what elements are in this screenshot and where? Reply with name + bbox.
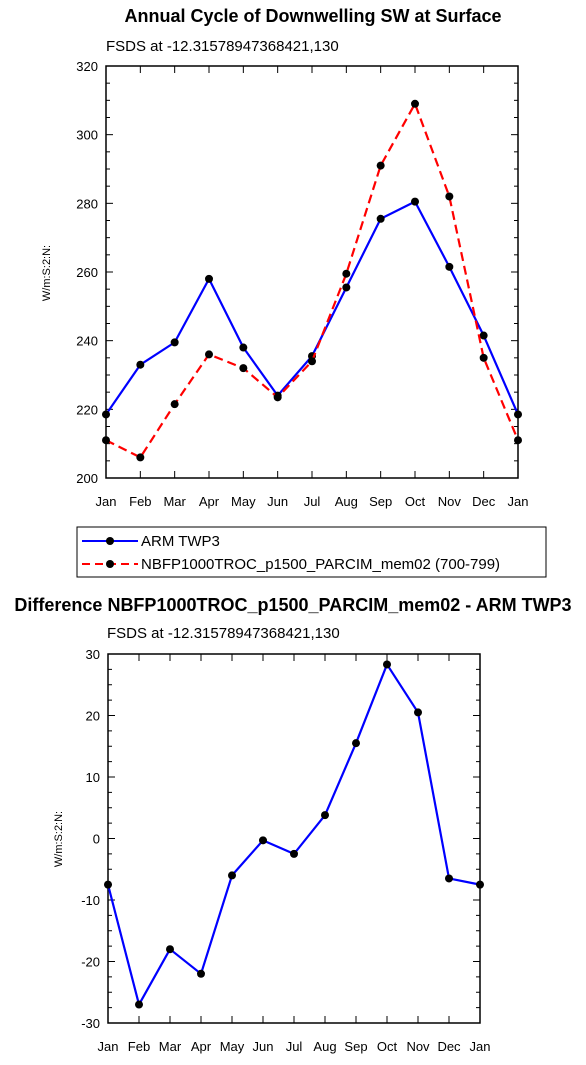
- chart1-ylabel: W/m:S:2:N:: [41, 245, 53, 301]
- chart2-plot-frame: [107, 653, 481, 1024]
- chart1-xtick-label: Dec: [472, 494, 496, 509]
- chart1-xtick-label: Mar: [163, 494, 186, 509]
- chart1-ytick-label: 320: [76, 59, 98, 74]
- chart1-xtick-label: Oct: [405, 494, 426, 509]
- chart1-series-1-point: [445, 192, 454, 201]
- chart1-series-1-point: [136, 453, 145, 462]
- chart2-ytick-label: 30: [86, 647, 100, 662]
- chart2-ytick-label: -20: [81, 955, 100, 970]
- chart1-xtick-label: Nov: [438, 494, 462, 509]
- chart2-series-0-point: [104, 880, 112, 889]
- chart2-xtick-label: Mar: [159, 1039, 182, 1054]
- chart1-series-0-point: [342, 283, 351, 292]
- chart2-series-0-point: [352, 739, 360, 748]
- chart1-series-1-point: [308, 357, 316, 366]
- chart1-series-1-point: [170, 400, 179, 409]
- chart2-series-0-point: [135, 1000, 143, 1009]
- chart1-xtick-label: Jan: [96, 494, 117, 509]
- chart2-xtick-label: Jul: [286, 1039, 303, 1054]
- chart2-series-0-point: [476, 880, 484, 889]
- chart2-ytick-label: -10: [81, 893, 100, 908]
- chart1-series-1-point: [411, 99, 419, 108]
- chart2-series-0-point: [228, 871, 236, 880]
- chart2-series-0-point: [321, 811, 329, 820]
- chart1-ytick-label: 200: [76, 471, 98, 486]
- chart-annual-cycle: Annual Cycle of Downwelling SW at Surfac…: [41, 6, 547, 578]
- chart-difference: Difference NBFP1000TROC_p1500_PARCIM_mem…: [14, 595, 571, 1054]
- chart1-ytick-label: 300: [76, 128, 98, 143]
- legend-box: [76, 526, 547, 578]
- chart2-title: Difference NBFP1000TROC_p1500_PARCIM_mem…: [14, 595, 571, 615]
- chart2-xtick-label: Jan: [98, 1039, 119, 1054]
- chart1-series-0-point: [170, 338, 179, 347]
- chart1-series-0-point: [411, 197, 419, 206]
- chart1-series-1-point: [479, 353, 488, 362]
- chart2-series-0-point: [414, 708, 422, 717]
- chart2-xtick-label: Apr: [191, 1039, 212, 1054]
- chart2-axes: -30 -20 -10 0 10 20 30 Jan Feb Mar Apr May Jun Jul Aug…: [81, 647, 490, 1054]
- chart1-series-1-point: [342, 269, 351, 278]
- chart2-series: [104, 660, 484, 1009]
- chart1-series-0-point: [102, 410, 110, 419]
- chart1-xtick-label: Aug: [335, 494, 358, 509]
- chart1-series-0-point: [136, 360, 145, 369]
- chart2-series-0-point: [445, 874, 453, 883]
- chart2-ylabel: W/m:S:2:N:: [53, 811, 65, 867]
- chart1-xtick-label: Feb: [129, 494, 151, 509]
- chart1-series-0-point: [445, 262, 454, 271]
- chart2-xtick-label: Jun: [253, 1039, 274, 1054]
- chart1-ytick-label: 220: [76, 402, 98, 417]
- chart2-xtick-label: Nov: [406, 1039, 430, 1054]
- chart2-ytick-label: 0: [93, 832, 100, 847]
- chart2-xtick-label: Aug: [313, 1039, 336, 1054]
- chart2-ytick-label: 10: [86, 770, 100, 785]
- chart1-series-1-point: [239, 364, 248, 373]
- chart1-series-1-point: [273, 393, 282, 402]
- chart1-series-1-point: [102, 436, 110, 445]
- chart1-ytick-label: 240: [76, 334, 98, 349]
- chart1-xtick-label: Apr: [199, 494, 220, 509]
- chart2-xtick-label: Jan: [470, 1039, 491, 1054]
- legend-marker-arm: [106, 537, 114, 545]
- legend-marker-model: [106, 560, 114, 568]
- chart2-series-0-point: [197, 969, 205, 978]
- chart1-ytick-label: 280: [76, 196, 98, 211]
- chart2-series-0-point: [259, 836, 267, 845]
- chart1-xtick-label: Sep: [369, 494, 392, 509]
- chart1-series-0-point: [239, 343, 248, 352]
- chart1-axes: 200 220 240 260 280 300 320 Jan Feb Mar Apr May Jun J…: [76, 59, 528, 509]
- chart1-legend: ARM TWP3 NBFP1000TROC_p1500_PARCIM_mem02…: [76, 526, 547, 578]
- chart2-ytick-label: 20: [86, 709, 100, 724]
- chart2-xtick-label: Feb: [128, 1039, 150, 1054]
- chart1-xtick-label: Jan: [508, 494, 529, 509]
- chart2-series-0-point: [166, 945, 174, 954]
- chart1-ytick-label: 260: [76, 265, 98, 280]
- chart1-subtitle: FSDS at -12.31578947368421,130: [106, 38, 339, 55]
- chart1-xtick-label: Jun: [267, 494, 288, 509]
- chart2-series-0-point: [290, 849, 298, 858]
- legend-label-arm: ARM TWP3: [141, 533, 220, 550]
- chart1-title: Annual Cycle of Downwelling SW at Surfac…: [124, 6, 501, 26]
- chart2-series-line-0: [106, 663, 481, 1006]
- chart1-series-1-point: [376, 161, 385, 170]
- chart2-subtitle: FSDS at -12.31578947368421,130: [107, 625, 340, 642]
- chart1-series-0-point: [376, 214, 385, 223]
- chart1-series-1-point: [205, 350, 213, 359]
- chart1-series-0-point: [205, 274, 213, 283]
- chart1-series-0-point: [479, 331, 488, 340]
- legend-label-model: NBFP1000TROC_p1500_PARCIM_mem02 (700-799…: [141, 556, 500, 573]
- chart1-series-1-point: [514, 436, 522, 445]
- chart1-xtick-label: May: [231, 494, 256, 509]
- chart2-xtick-label: Oct: [377, 1039, 398, 1054]
- chart2-ytick-label: -30: [81, 1016, 100, 1031]
- chart1-series-0-point: [514, 410, 522, 419]
- chart1-xtick-label: Jul: [304, 494, 321, 509]
- chart2-xtick-label: May: [220, 1039, 245, 1054]
- chart2-series-0-point: [383, 660, 391, 669]
- chart1-series: [102, 99, 522, 462]
- chart2-xtick-label: Sep: [344, 1039, 367, 1054]
- chart2-xtick-label: Dec: [437, 1039, 461, 1054]
